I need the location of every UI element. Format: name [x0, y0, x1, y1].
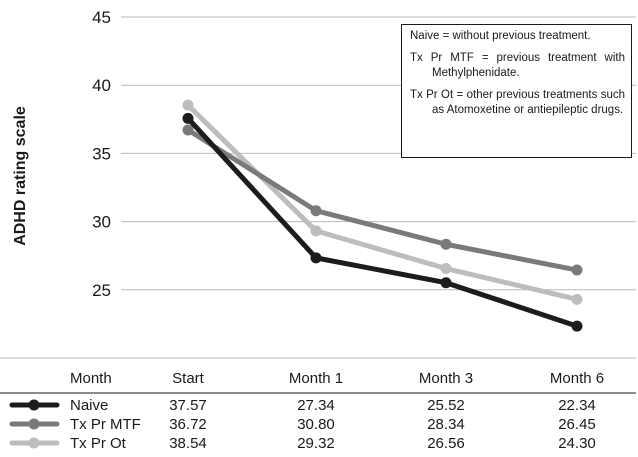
- table-series-name: Tx Pr Ot: [70, 435, 127, 452]
- table-header-category: Month 1: [289, 370, 343, 387]
- series-line-0: [185, 115, 580, 329]
- table-cell-value: 38.54: [169, 435, 207, 452]
- data-point: [182, 99, 194, 111]
- table-cell-value: 27.34: [297, 397, 335, 414]
- legend-notes-box: Naive = without previous treatment. Tx P…: [401, 24, 632, 158]
- legend-swatch-marker: [28, 418, 40, 430]
- y-tick-label: 30: [92, 213, 111, 232]
- note-tx-pr-ot: Tx Pr Ot = other previous treatments suc…: [410, 89, 625, 116]
- table-cell-value: 28.34: [427, 416, 465, 433]
- table-series-name: Naive: [70, 397, 108, 414]
- data-table: Month Start Month 1 Month 3 Month 6 Naive 37.5…: [0, 370, 636, 452]
- legend-swatch-marker: [28, 399, 40, 411]
- table-cell-value: 37.57: [169, 397, 207, 414]
- data-point: [440, 238, 452, 250]
- note-tx-pr-mtf: Tx Pr MTF = previous treatment with Meth…: [410, 52, 625, 79]
- y-axis-label: ADHD rating scale: [12, 106, 29, 246]
- table-header-category: Start: [172, 370, 205, 387]
- table-header-month: Month: [70, 370, 112, 387]
- series-lines: [182, 99, 583, 332]
- table-cell-value: 29.32: [297, 435, 335, 452]
- gridlines: [0, 16, 636, 359]
- data-point: [571, 264, 583, 276]
- y-axis-ticks: 25 30 35 40 45: [92, 8, 111, 300]
- data-point: [310, 225, 322, 237]
- table-cell-value: 22.34: [558, 397, 596, 414]
- series-line-1: [185, 127, 580, 273]
- data-point: [440, 263, 452, 275]
- data-point: [440, 277, 452, 289]
- legend-swatch-marker: [28, 437, 40, 449]
- y-tick-label: 25: [92, 281, 111, 300]
- data-point: [182, 112, 194, 124]
- table-header-category: Month 3: [419, 370, 473, 387]
- y-tick-label: 45: [92, 8, 111, 27]
- table-cell-value: 36.72: [169, 416, 207, 433]
- data-point: [571, 320, 583, 332]
- data-point: [310, 205, 322, 217]
- data-point: [310, 252, 322, 264]
- y-tick-label: 40: [92, 76, 111, 95]
- table-cell-value: 25.52: [427, 397, 465, 414]
- note-naive: Naive = without previous treatment.: [410, 30, 591, 42]
- table-cell-value: 24.30: [558, 435, 596, 452]
- table-series-name: Tx Pr MTF: [70, 416, 141, 433]
- data-point: [571, 293, 583, 305]
- data-point: [182, 124, 194, 136]
- y-tick-label: 35: [92, 144, 111, 163]
- table-cell-value: 30.80: [297, 416, 335, 433]
- table-cell-value: 26.56: [427, 435, 465, 452]
- table-header-category: Month 6: [550, 370, 604, 387]
- table-cell-value: 26.45: [558, 416, 596, 433]
